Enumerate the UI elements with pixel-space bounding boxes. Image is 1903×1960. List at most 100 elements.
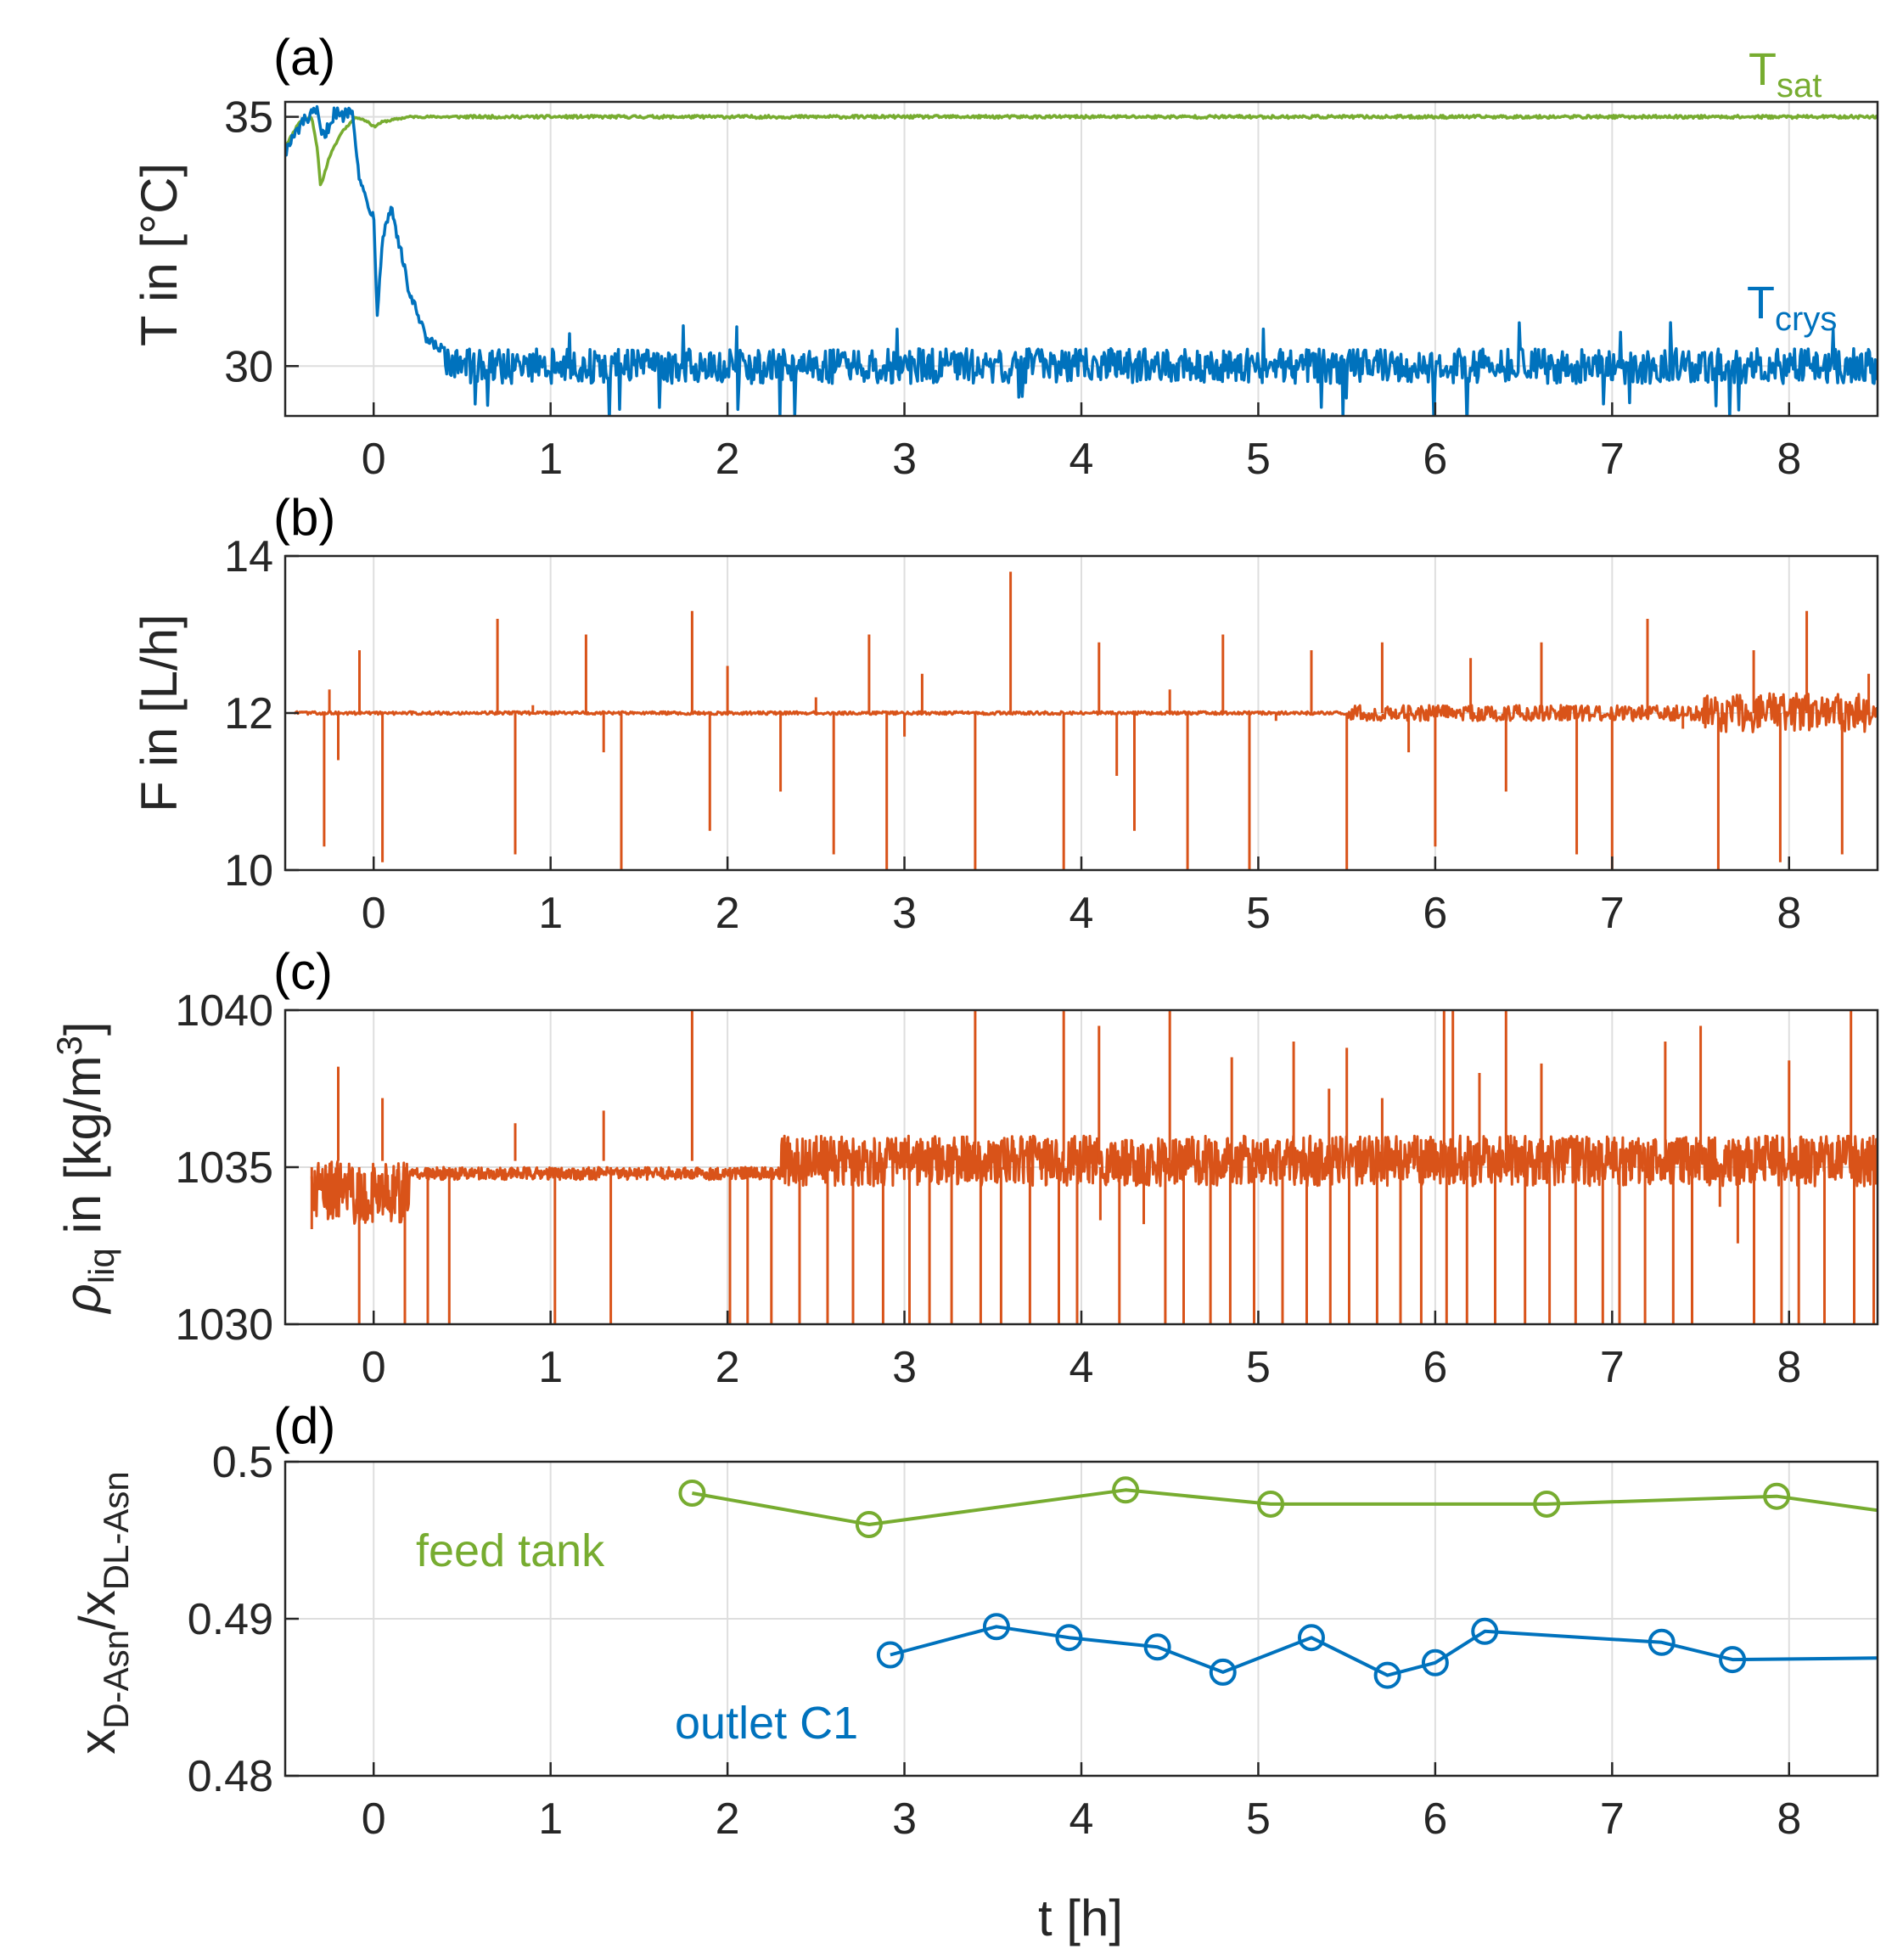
data-point-outlet-c1: [1719, 1646, 1747, 1674]
panel-a-xtick-label: 7: [1600, 435, 1625, 484]
legend-outlet-c1: outlet C1: [675, 1698, 858, 1749]
panel-a-xtick-label: 3: [892, 435, 917, 484]
panel-d-ytick-label: 0.48: [188, 1752, 273, 1801]
series-line-tsat: [285, 114, 1878, 187]
panel-c-xtick-label: 4: [1069, 1343, 1094, 1392]
panel-b-xtick-label: 4: [1069, 889, 1094, 938]
series-upspikes-rho-liq: [337, 1010, 1853, 1161]
panel-c-yticks: 1030 1035 1040: [175, 986, 299, 1350]
panel-c-density: 0 1 2 3 4 5 6 7 8 1030 1035 1040 (c) ρliq in [kg/m…: [49, 943, 1879, 1392]
panel-d-xtick-label: 6: [1423, 1794, 1447, 1844]
panel-d-grid: [285, 1461, 1878, 1777]
panel-a-xtick-label: 1: [538, 435, 563, 484]
panel-d-ytick-label: 0.49: [188, 1595, 273, 1644]
panel-a-xtick-label: 2: [716, 435, 740, 484]
panel-d-ratio: 0 1 2 3 4 5 6 7 8 0.48 0.49 0.5 (d) xD-Asn/xDL-Asn…: [69, 1397, 1879, 1946]
panel-b-xtick-label: 1: [538, 889, 563, 938]
x-axis-label: t [h]: [1038, 1890, 1123, 1946]
series-line-outlet-c1: [890, 1625, 1878, 1677]
data-point-outlet-c1: [1471, 1617, 1499, 1645]
panel-a-xtick-label: 4: [1069, 435, 1094, 484]
legend-tcrys: Tcrys: [1747, 278, 1837, 338]
panel-b-ylabel: F in [L/h]: [131, 614, 188, 812]
data-point-outlet-c1: [1373, 1661, 1401, 1689]
panel-a-ylabel: T in [°C]: [131, 163, 188, 346]
panel-a-xticks: 0 1 2 3 4 5 6 7 8: [362, 402, 1801, 484]
panel-b-xtick-label: 7: [1600, 889, 1625, 938]
panel-a-ytick-label: 35: [224, 93, 273, 143]
series-line-f-baseline: [293, 692, 1878, 733]
panel-b-ytick-label: 14: [224, 532, 273, 581]
panel-d-xtick-label: 7: [1600, 1794, 1625, 1844]
data-point-outlet-c1: [1209, 1658, 1237, 1686]
panel-d-ylabel: xD-Asn/xDL-Asn: [69, 1471, 136, 1754]
data-point-feed-tank: [1257, 1490, 1285, 1518]
panel-c-ytick-label: 1030: [175, 1300, 273, 1350]
legend-tsat: Tsat: [1749, 44, 1822, 104]
panel-c-ytick-label: 1035: [175, 1143, 273, 1193]
panel-b-ytick-label: 12: [224, 689, 273, 739]
panel-b-label: (b): [273, 489, 335, 546]
panel-b-yticks: 10 12 14: [224, 532, 299, 896]
panel-a-xtick-label: 5: [1246, 435, 1271, 484]
panel-d-xtick-label: 5: [1246, 1794, 1271, 1844]
panel-c-xticks: 0 1 2 3 4 5 6 7 8: [362, 1311, 1801, 1392]
panel-c-xtick-label: 0: [362, 1343, 386, 1392]
panel-d-ytick-label: 0.5: [212, 1438, 273, 1487]
panel-c-xtick-label: 1: [538, 1343, 563, 1392]
panel-d-xtick-label: 2: [716, 1794, 740, 1844]
data-point-feed-tank: [855, 1511, 883, 1538]
panel-a-temperature: 0 1 2 3 4 5 6 7 8 30 35 (a) T in [°C] Tsat Tcrys: [131, 29, 1879, 484]
data-point-outlet-c1: [1297, 1624, 1325, 1652]
panel-c-ylabel: ρliq in [kg/m3]: [49, 1021, 121, 1314]
series-spikes-f: [323, 571, 1871, 870]
panel-b-data: [293, 571, 1878, 870]
legend-feed-tank: feed tank: [416, 1525, 605, 1576]
panel-d-xtick-label: 3: [892, 1794, 917, 1844]
panel-d-label: (d): [273, 1397, 335, 1454]
panel-d-xtick-label: 8: [1777, 1794, 1801, 1844]
series-downspikes-rho-liq: [310, 1167, 1875, 1324]
panel-c-xtick-label: 6: [1423, 1343, 1447, 1392]
data-point-feed-tank: [1763, 1482, 1791, 1510]
series-line-feed-tank: [692, 1488, 1878, 1526]
data-point-outlet-c1: [1648, 1628, 1676, 1656]
panel-b-ytick-label: 10: [224, 846, 273, 896]
data-point-feed-tank: [678, 1480, 706, 1507]
panel-c-xtick-label: 7: [1600, 1343, 1625, 1392]
panel-b-xticks: 0 1 2 3 4 5 6 7 8: [362, 856, 1801, 938]
panel-c-xtick-label: 3: [892, 1343, 917, 1392]
panel-a-label: (a): [273, 29, 335, 86]
panel-d-xtick-label: 0: [362, 1794, 386, 1844]
panel-b-xtick-label: 2: [716, 889, 740, 938]
data-point-outlet-c1: [1055, 1624, 1083, 1652]
panel-b-xtick-label: 0: [362, 889, 386, 938]
panel-b-xtick-label: 6: [1423, 889, 1447, 938]
series-line-tcrys: [285, 104, 1878, 416]
panel-d-xtick-label: 4: [1069, 1794, 1094, 1844]
data-point-outlet-c1: [876, 1641, 904, 1669]
data-point-feed-tank: [1533, 1490, 1561, 1518]
panel-d-data: [678, 1476, 1878, 1689]
panel-c-xtick-label: 2: [716, 1343, 740, 1392]
panel-d-xticks: 0 1 2 3 4 5 6 7 8: [362, 1762, 1801, 1844]
panel-d-xtick-label: 1: [538, 1794, 563, 1844]
panel-b-xtick-label: 8: [1777, 889, 1801, 938]
data-point-outlet-c1: [982, 1613, 1010, 1641]
panel-b-xtick-label: 3: [892, 889, 917, 938]
panel-a-xtick-label: 0: [362, 435, 386, 484]
panel-a-yticks: 30 35: [224, 93, 299, 391]
panel-d-yticks: 0.48 0.49 0.5: [188, 1438, 299, 1801]
series-line-rho-liq: [310, 1134, 1878, 1225]
data-point-outlet-c1: [1421, 1648, 1449, 1676]
data-point-outlet-c1: [1143, 1633, 1171, 1661]
panel-c-xtick-label: 8: [1777, 1343, 1801, 1392]
panel-a-xtick-label: 8: [1777, 435, 1801, 484]
panel-a-data: [285, 104, 1878, 416]
panel-c-xtick-label: 5: [1246, 1343, 1271, 1392]
data-point-feed-tank: [1112, 1476, 1140, 1504]
panel-c-label: (c): [273, 943, 333, 1000]
panel-b-xtick-label: 5: [1246, 889, 1271, 938]
